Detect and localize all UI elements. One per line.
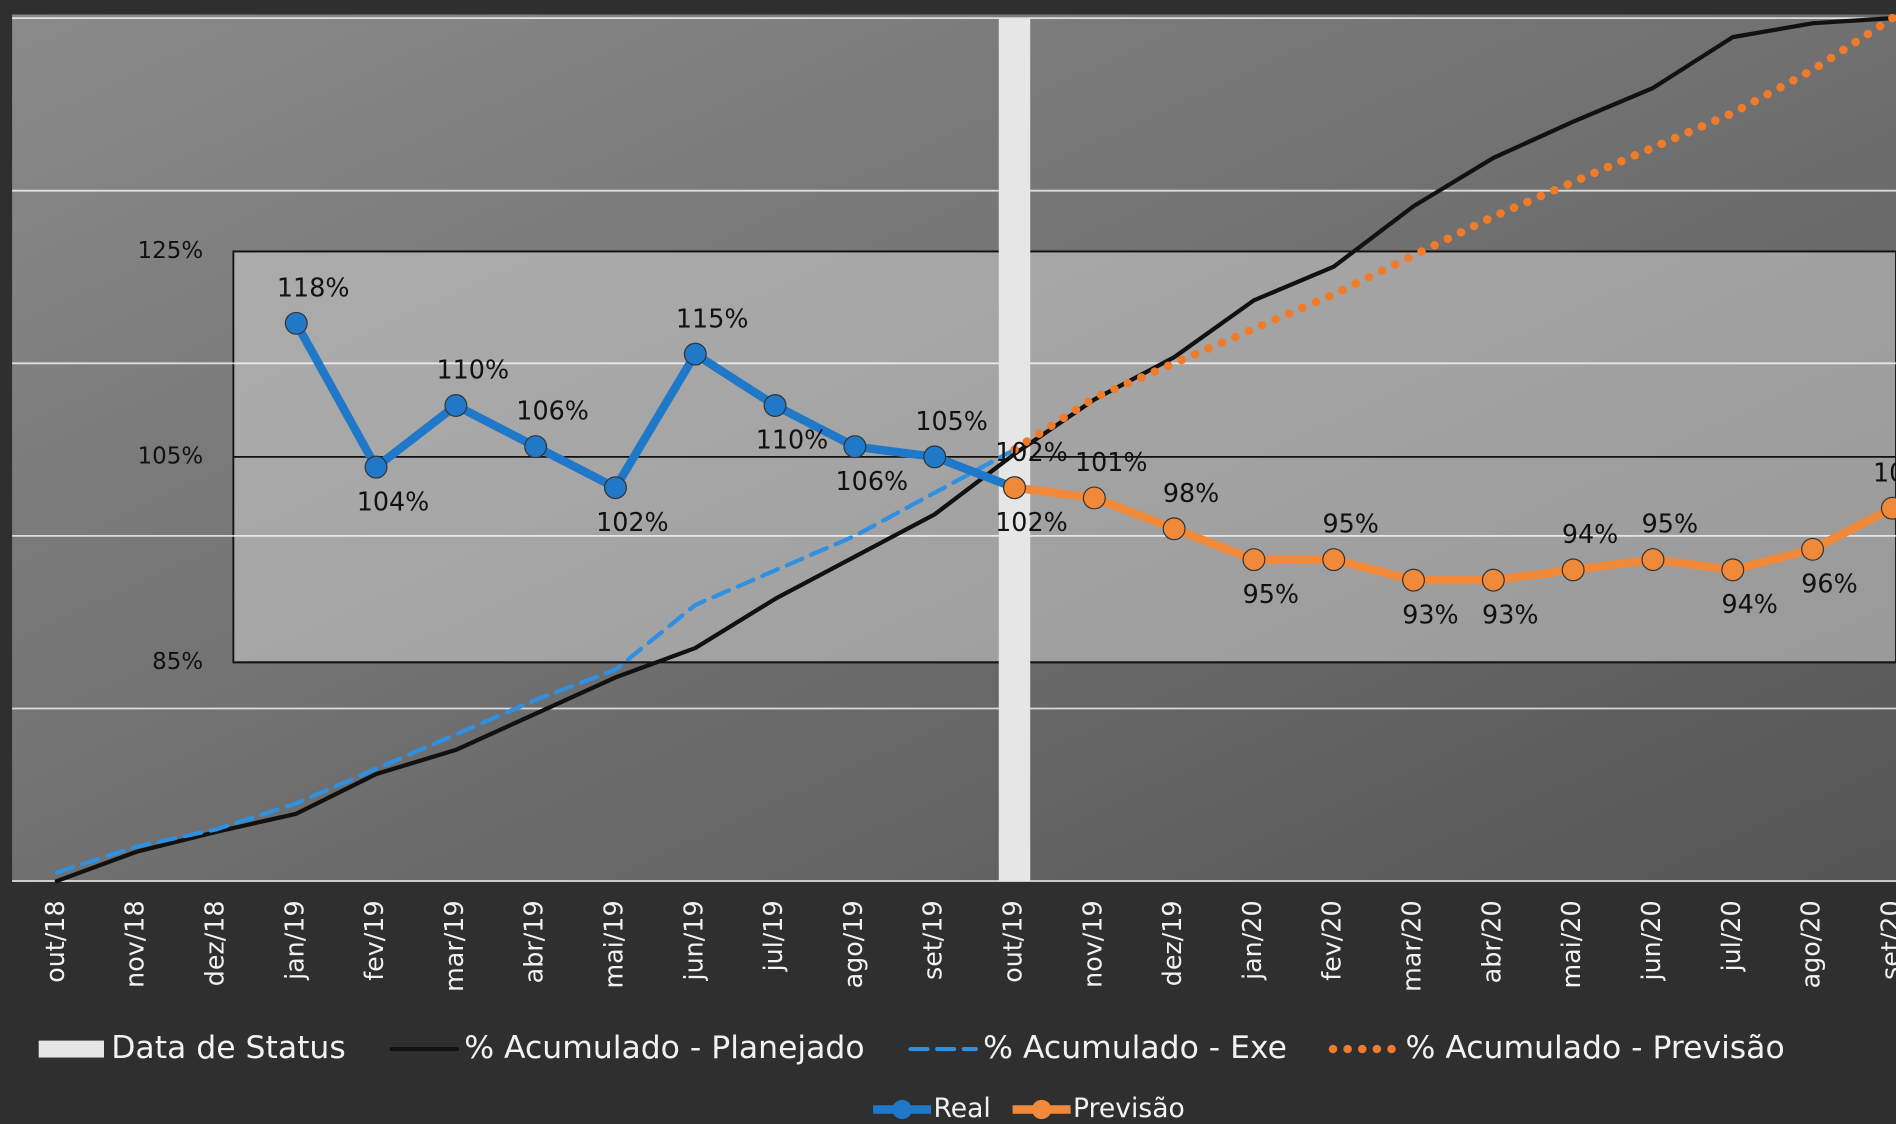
point [923,445,947,469]
data-label: 95% [1322,509,1378,539]
x-tick-label: abr/19 [519,900,549,983]
point [683,342,707,366]
x-tick-label: jul/20 [1716,900,1746,972]
x-tick-label: jun/20 [1636,900,1666,981]
y2-tick-label: 125% [138,238,204,264]
data-label: 101% [1075,447,1148,477]
data-label: 110% [437,355,510,385]
point [364,455,388,479]
legend-label: % Acumulado - Exe [983,1030,1287,1066]
data-label: 100% [1873,457,1896,487]
point [1322,548,1346,572]
series-line [1010,483,1896,585]
x-tick-label: nov/19 [1077,900,1107,987]
x-tick-label: ago/19 [838,900,868,988]
data-label: 104% [357,486,430,516]
point [1162,517,1186,541]
point [1082,486,1106,510]
data-label: 102% [596,507,669,537]
x-tick-label: nov/18 [120,900,150,987]
point [1641,548,1665,572]
legend-label: Previsão [1073,1093,1185,1124]
x-tick-label: dez/18 [199,900,229,986]
point [1242,548,1266,572]
x-tick-label: jun/19 [678,900,708,981]
x-tick-label: abr/20 [1476,900,1506,983]
x-tick-label: jan/19 [279,900,309,981]
data-label: 95% [1642,509,1698,539]
point [1003,476,1026,500]
x-tick-label: fev/20 [1317,900,1347,980]
point [444,394,468,417]
data-label: 110% [756,425,829,455]
y2-tick-label: 85% [152,649,203,675]
data-label: 102% [995,437,1068,467]
x-tick-label: mar/20 [1397,900,1427,992]
x-tick-label: dez/19 [1157,900,1187,986]
data-label: 94% [1562,519,1618,549]
point [524,435,548,459]
x-tick-label: mai/20 [1556,900,1586,988]
data-label: 94% [1721,589,1777,619]
point [1801,537,1825,561]
data-label: 96% [1801,569,1857,599]
data-label: 93% [1402,599,1458,629]
x-tick-label: out/18 [40,900,70,982]
legend-label: % Acumulado - Planejado [464,1030,864,1066]
data-label: 98% [1163,478,1219,508]
x-tick-label: fev/19 [359,900,389,980]
x-tick-label: mai/19 [598,900,628,988]
data-label: 105% [915,406,988,436]
point [1561,558,1585,582]
x-tick-label: jul/19 [758,900,788,972]
data-label: 102% [995,507,1068,537]
series-line [54,16,1895,884]
point [1880,496,1896,520]
x-tick-label: out/19 [998,900,1028,982]
series-line [54,447,1017,875]
x-tick-label: ago/20 [1796,900,1826,988]
point [843,435,867,459]
legend-label: % Acumulado - Previsão [1405,1030,1784,1066]
point [603,476,627,500]
legend-marker [892,1099,912,1120]
x-tick-label: jan/20 [1237,900,1267,981]
point [763,394,787,417]
data-label: 93% [1482,599,1538,629]
legend-swatch [38,1040,104,1058]
x-tick-label: set/20 [1875,900,1896,980]
legend-label: Data de Status [111,1030,345,1066]
series-line [292,319,1019,492]
data-label: 106% [836,466,909,496]
legend-label: Real [933,1093,990,1124]
data-label: 115% [676,303,749,333]
point [1721,558,1745,582]
data-label: 118% [277,272,350,302]
point [1481,568,1505,592]
x-tick-label: set/19 [918,900,948,980]
legend-marker [1031,1099,1052,1120]
data-label: 95% [1243,579,1299,609]
data-label: 106% [516,396,589,426]
point [284,311,308,335]
point [1402,568,1426,592]
y2-tick-label: 105% [138,443,204,469]
x-tick-label: mar/19 [439,900,469,992]
